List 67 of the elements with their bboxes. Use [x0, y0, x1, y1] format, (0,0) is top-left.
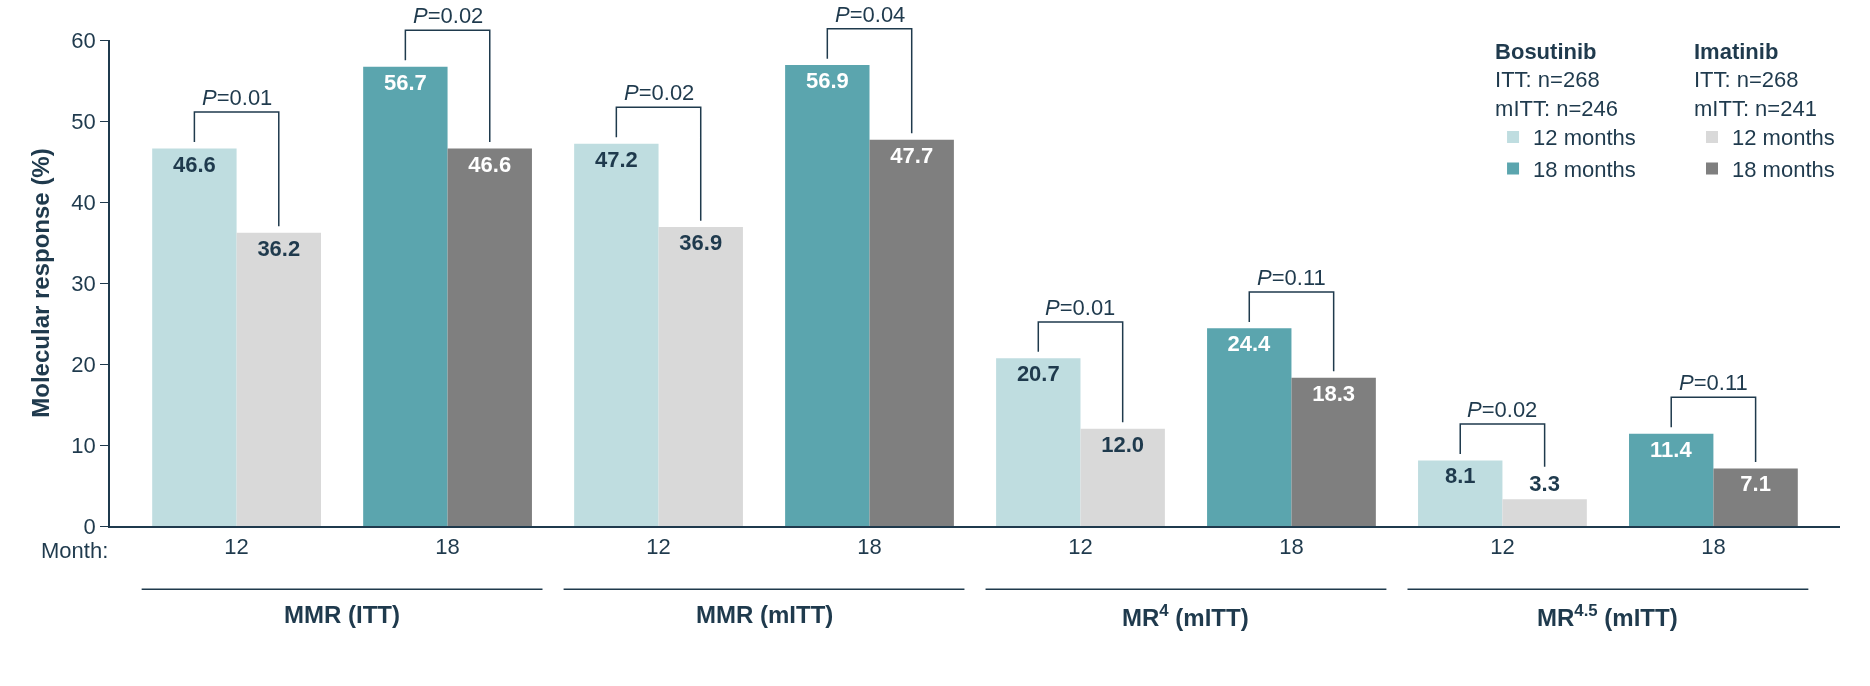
x-tick-label: 12 — [1068, 534, 1093, 560]
bar — [574, 143, 659, 526]
text: MMR (mITT) — [696, 601, 834, 628]
y-tick-label: 10 — [71, 432, 96, 458]
text: Bosutinib ITT: n=268 mITT: n=246 — [1495, 38, 1618, 122]
y-tick-label: 0 — [83, 513, 96, 539]
y-tick-label: 60 — [71, 27, 96, 53]
data-label: 47.7 — [890, 142, 934, 168]
bar — [1629, 433, 1714, 526]
y-tick-label: 40 — [71, 189, 96, 215]
data-label: 8.1 — [1444, 463, 1476, 489]
data-label: 20.7 — [1016, 361, 1060, 387]
annotation: P=0.02 — [624, 80, 695, 105]
x-axis-title: Month: — [41, 538, 109, 563]
y-tick-label: 30 — [71, 270, 96, 296]
bar — [363, 66, 448, 526]
data-label: 7.1 — [1740, 471, 1771, 497]
annotation: P=0.02 — [1467, 397, 1538, 422]
bar — [152, 148, 237, 526]
data-label: 46.6 — [468, 151, 512, 177]
legend-label: 12 months — [1732, 125, 1835, 151]
bar — [1502, 499, 1587, 526]
annotation: P=0.01 — [202, 85, 273, 110]
bar — [1207, 328, 1292, 526]
bar — [447, 148, 532, 526]
y-tick-label: 50 — [71, 108, 96, 134]
bar — [236, 232, 321, 526]
data-label: 36.9 — [679, 230, 723, 256]
data-label: 12.0 — [1101, 431, 1145, 457]
data-label: 47.2 — [594, 146, 638, 172]
annotation: P=0.11 — [1257, 265, 1326, 290]
x-tick-label: 18 — [1279, 534, 1304, 560]
text: P=0.02 — [413, 3, 484, 28]
bar — [996, 358, 1081, 526]
data-label: 18.3 — [1312, 380, 1356, 406]
bar — [1713, 468, 1798, 526]
data-label: 56.7 — [383, 69, 427, 95]
text: MMR (ITT) — [284, 601, 400, 628]
data-label: 3.3 — [1529, 471, 1560, 497]
bar — [1418, 460, 1503, 526]
x-tick-label: 18 — [435, 534, 460, 560]
text: P=0.04 — [835, 2, 906, 27]
data-label: 36.2 — [257, 235, 301, 261]
bar — [785, 65, 870, 526]
text: MR$^{4}$ (mITT) — [1122, 601, 1249, 632]
legend-label: 18 months — [1732, 157, 1835, 183]
data-label: 56.9 — [805, 68, 849, 94]
data-label: 46.6 — [172, 151, 216, 177]
x-tick-label: 12 — [646, 534, 671, 560]
legend-label: 12 months — [1533, 125, 1636, 151]
legend-label: 18 months — [1533, 157, 1636, 183]
x-tick-label: 18 — [1701, 534, 1726, 560]
text: MR$^{4.5}$ (mITT) — [1537, 601, 1678, 632]
data-label: 11.4 — [1650, 436, 1693, 462]
bar — [1291, 377, 1376, 526]
bar — [1080, 428, 1165, 526]
x-tick-label: 12 — [224, 534, 249, 560]
y-tick-label: 20 — [71, 351, 96, 377]
x-tick-label: 18 — [857, 534, 882, 560]
annotation: P=0.11 — [1679, 370, 1748, 395]
annotation: P=0.01 — [1045, 295, 1116, 320]
y-axis-title: Molecular response (%) — [26, 148, 54, 418]
x-tick-label: 12 — [1490, 534, 1515, 560]
bar — [869, 139, 954, 526]
text: Imatinib ITT: n=268 mITT: n=241 — [1694, 38, 1817, 122]
bar — [658, 227, 743, 526]
data-label: 24.4 — [1227, 331, 1272, 357]
